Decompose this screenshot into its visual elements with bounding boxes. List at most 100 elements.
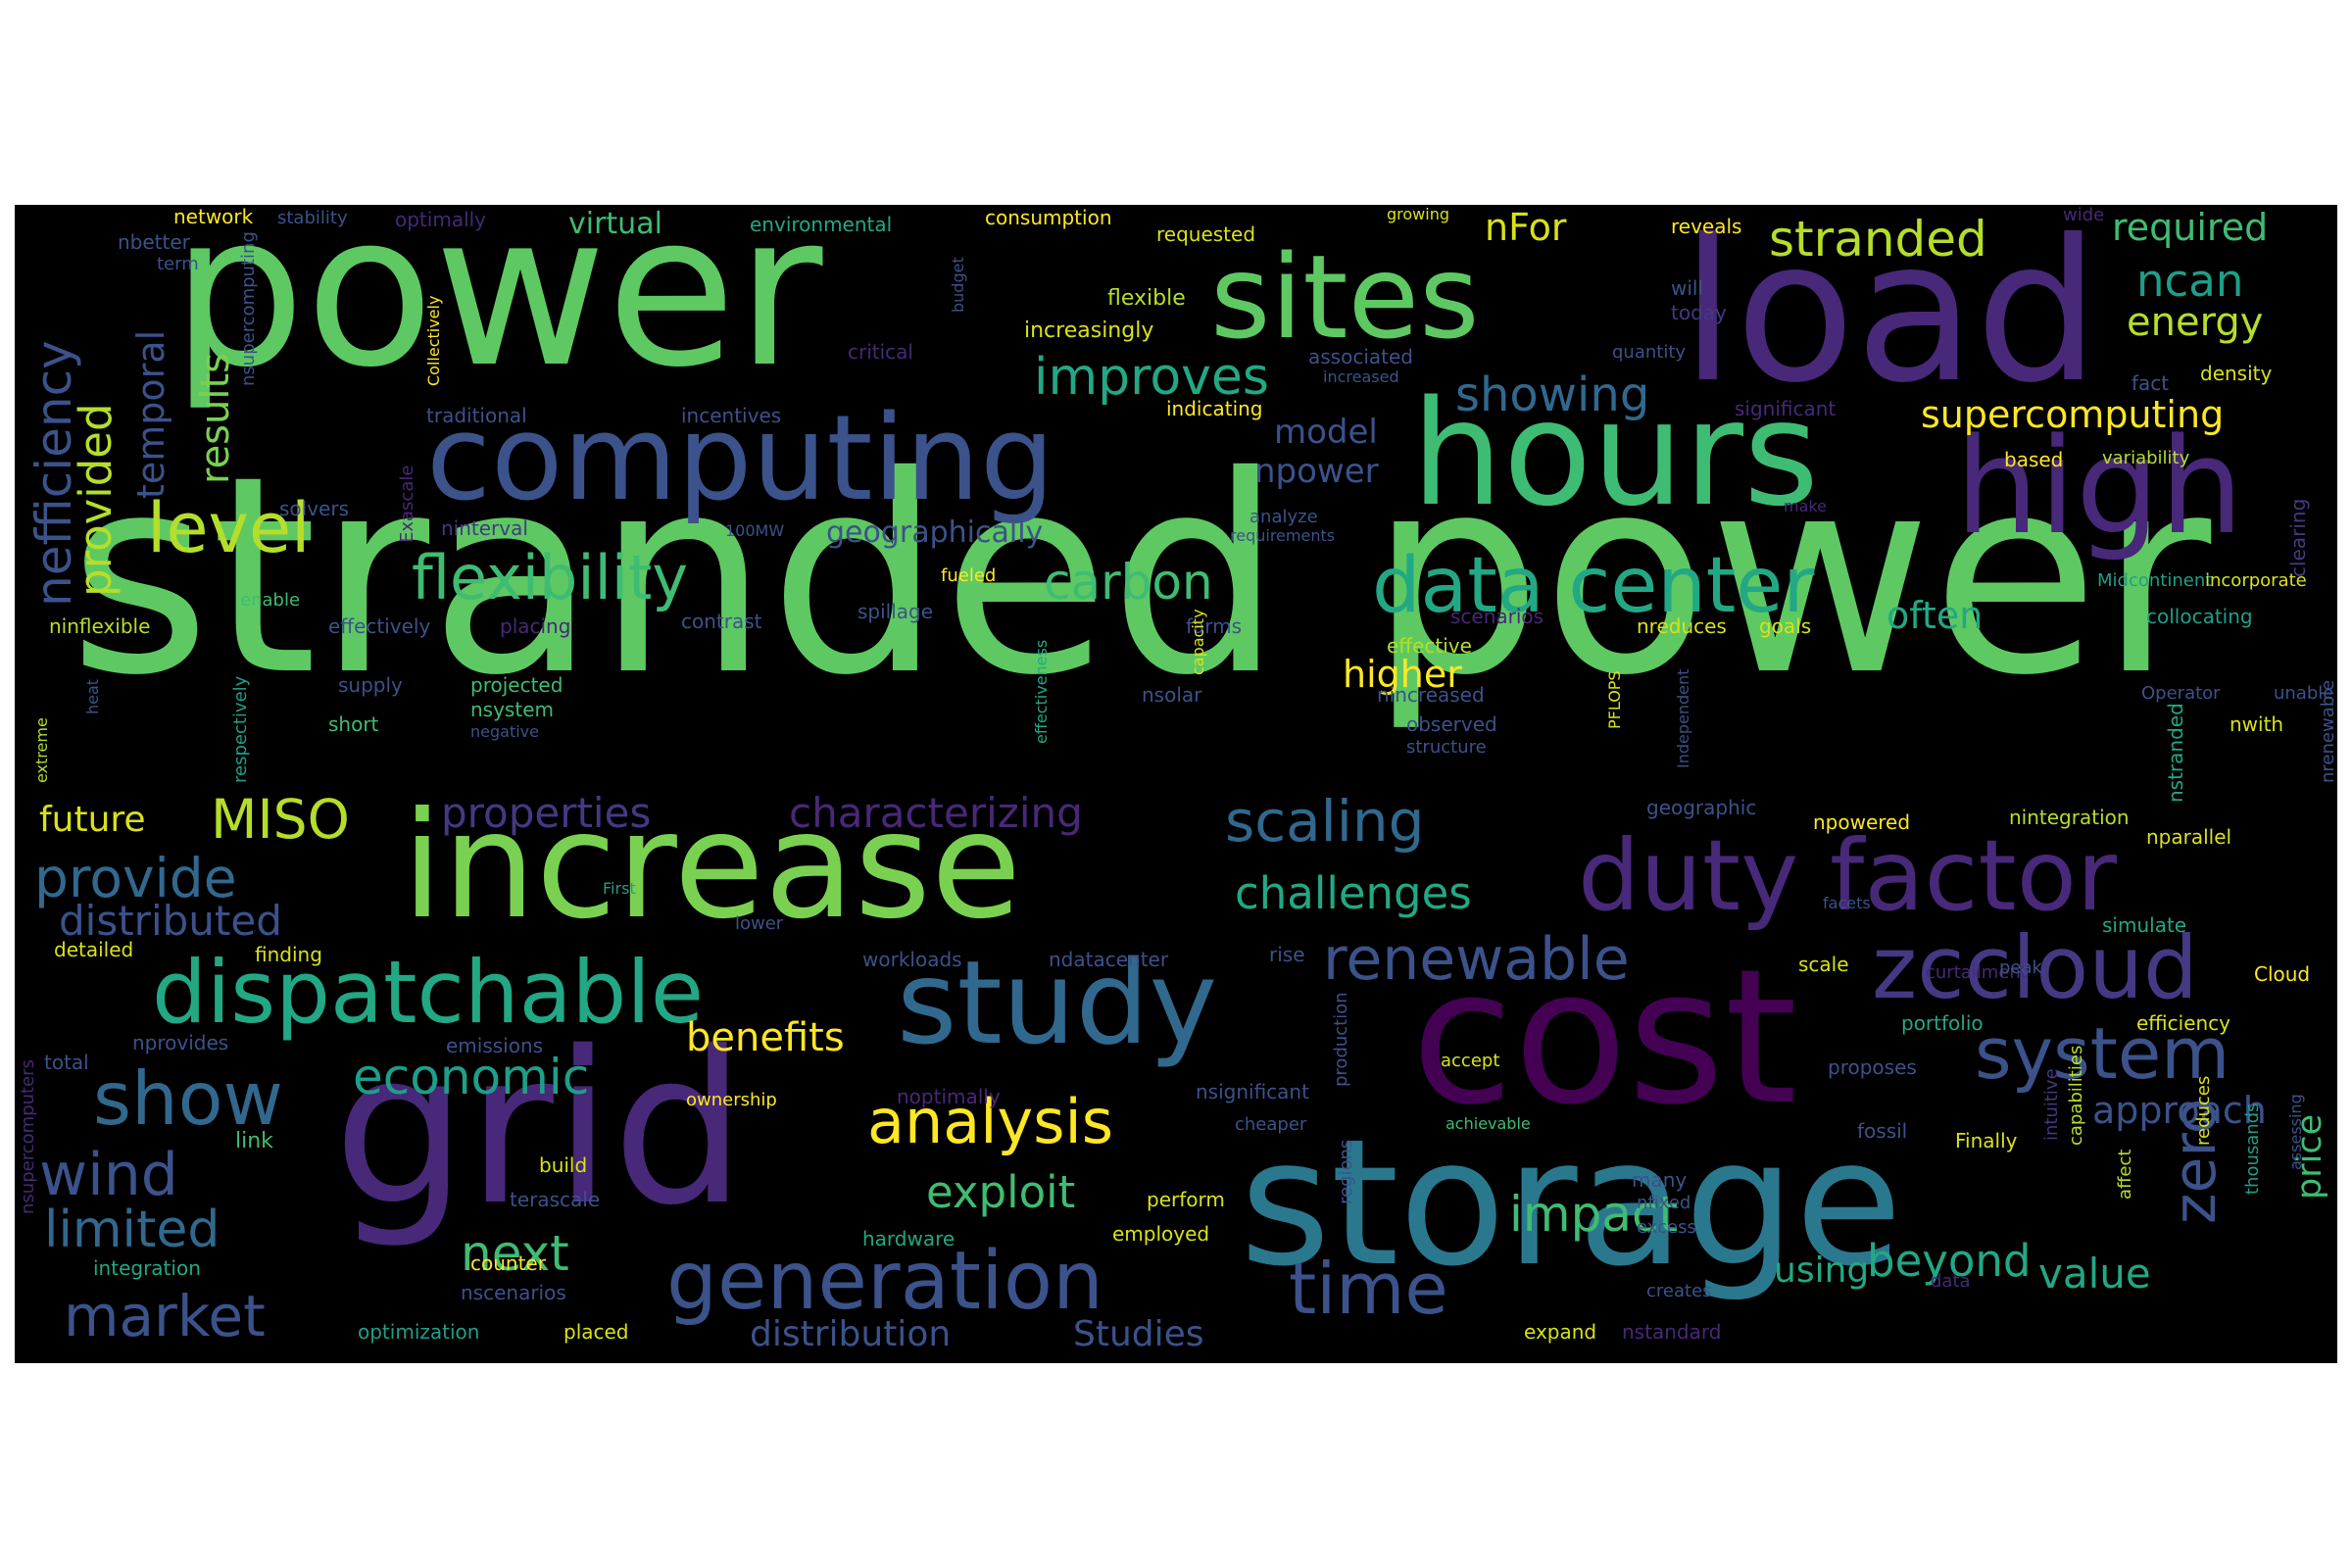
cloud-word: negative — [470, 722, 539, 741]
cloud-word: nFor — [1485, 206, 1567, 249]
cloud-word: traditional — [426, 404, 527, 427]
cloud-word: short — [328, 712, 379, 736]
cloud-word: variability — [2102, 448, 2190, 468]
cloud-word: duty factor — [1578, 818, 2117, 933]
cloud-word: nsolar — [1142, 683, 1202, 707]
cloud-word: provided — [70, 403, 122, 597]
cloud-word: nrenewable — [2318, 679, 2337, 783]
cloud-word: expand — [1524, 1320, 1597, 1344]
cloud-word: properties — [441, 789, 652, 837]
cloud-word: farms — [1186, 614, 1243, 638]
cloud-word: analysis — [867, 1086, 1114, 1157]
cloud-word: analyze — [1250, 507, 1318, 527]
cloud-word: Independent — [1674, 668, 1692, 768]
cloud-word: Collectively — [424, 295, 443, 386]
cloud-word: fossil — [1857, 1119, 1908, 1143]
cloud-word: approach — [2092, 1089, 2267, 1132]
cloud-word: geographically — [826, 515, 1044, 550]
cloud-word: budget — [949, 257, 967, 313]
cloud-word: flexible — [1107, 286, 1186, 311]
cloud-word: load — [1681, 205, 2100, 426]
cloud-word: goals — [1759, 614, 1812, 638]
cloud-word: Studies — [1073, 1314, 1204, 1354]
cloud-word: workloads — [862, 948, 962, 971]
cloud-word: critical — [848, 340, 913, 364]
cloud-word: emissions — [446, 1034, 544, 1057]
cloud-word: finding — [255, 943, 322, 966]
cloud-word: solvers — [279, 497, 349, 520]
cloud-word: respectively — [230, 675, 251, 783]
cloud-word: scale — [1798, 953, 1849, 976]
cloud-word: high — [1955, 410, 2244, 564]
cloud-word: nincreased — [1377, 683, 1485, 707]
cloud-word: Cloud — [2254, 962, 2311, 986]
cloud-word: ownership — [686, 1090, 777, 1110]
cloud-word: unable — [2274, 683, 2334, 704]
cloud-word: Finally — [1955, 1129, 2018, 1152]
cloud-word: make — [1784, 497, 1827, 515]
cloud-word: nparallel — [2146, 825, 2232, 849]
cloud-word: npower — [1254, 452, 1379, 491]
cloud-word: energy — [2127, 300, 2264, 345]
cloud-word: temporal — [129, 329, 172, 499]
cloud-word: beyond — [1867, 1235, 2032, 1287]
cloud-word: affect — [2115, 1149, 2135, 1200]
cloud-word: based — [2004, 448, 2064, 471]
cloud-word: using — [1774, 1250, 1870, 1291]
cloud-word: nreduces — [1637, 614, 1727, 638]
cloud-word: improves — [1034, 348, 1270, 407]
cloud-word: spillage — [858, 600, 934, 623]
cloud-word: Midcontinent — [2097, 570, 2213, 591]
cloud-word: reduces — [2193, 1075, 2214, 1146]
cloud-word: proposes — [1828, 1055, 1917, 1079]
cloud-word: cost — [1411, 929, 1798, 1146]
cloud-word: indicating — [1166, 397, 1263, 420]
cloud-word: data — [1931, 1271, 1971, 1292]
cloud-word: collocating — [2146, 605, 2253, 628]
cloud-word: nstandard — [1622, 1320, 1722, 1344]
cloud-word: perform — [1147, 1188, 1225, 1211]
cloud-word: scenarios — [1450, 605, 1544, 628]
cloud-word: link — [235, 1129, 273, 1153]
word-cloud: stranded power power load grid cost stor… — [15, 205, 2337, 1363]
cloud-word: required — [2112, 206, 2269, 249]
cloud-word: efficiency — [2136, 1011, 2231, 1035]
cloud-word: sites — [1210, 229, 1480, 365]
cloud-word: fact — [2132, 371, 2170, 395]
cloud-word: hardware — [862, 1227, 956, 1250]
cloud-word: 100MW — [725, 521, 785, 540]
cloud-word: placing — [500, 614, 571, 638]
cloud-word: requirements — [1230, 526, 1336, 545]
cloud-word: regions — [1336, 1139, 1356, 1204]
cloud-word: significant — [1735, 397, 1837, 420]
cloud-word: heat — [83, 678, 102, 714]
cloud-word: flexibility — [412, 542, 689, 613]
cloud-word: nsupercomputers — [18, 1059, 38, 1214]
cloud-word: cheaper — [1235, 1114, 1307, 1135]
cloud-word: ninflexible — [49, 614, 151, 638]
cloud-word: power — [172, 205, 823, 414]
cloud-word: nprovides — [132, 1031, 229, 1054]
cloud-word: counter — [470, 1251, 546, 1275]
cloud-word: network — [173, 205, 254, 228]
cloud-word: peak — [1999, 957, 2042, 978]
cloud-word: npowered — [1813, 810, 1911, 834]
cloud-word: nintegration — [2009, 806, 2130, 829]
cloud-word: employed — [1112, 1222, 1210, 1246]
cloud-word: study — [897, 935, 1218, 1070]
cloud-word: scaling — [1225, 788, 1425, 855]
cloud-word: MISO — [211, 788, 350, 851]
cloud-word: optimization — [358, 1320, 480, 1344]
cloud-word: nbetter — [118, 230, 190, 254]
cloud-word: capabilities — [2066, 1045, 2086, 1146]
cloud-word: projected — [470, 673, 564, 697]
cloud-word: effective — [1387, 634, 1472, 658]
cloud-word: nwith — [2230, 712, 2284, 736]
cloud-word: simulate — [2102, 913, 2187, 937]
cloud-word: clearing — [2286, 498, 2310, 577]
cloud-word: curtailment — [1926, 962, 2028, 983]
cloud-word: characterizing — [789, 789, 1083, 837]
cloud-word: renewable — [1323, 925, 1630, 994]
cloud-word: intuitive — [2041, 1068, 2062, 1141]
cloud-word: limited — [44, 1200, 220, 1259]
